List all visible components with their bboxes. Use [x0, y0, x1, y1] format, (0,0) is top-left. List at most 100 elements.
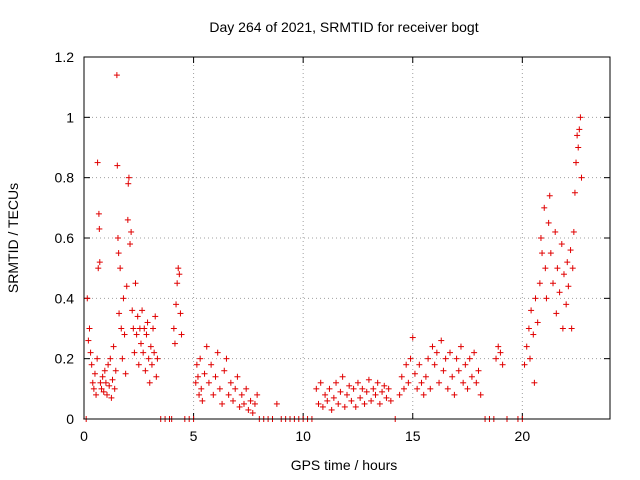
data-point — [210, 391, 217, 398]
data-point — [315, 400, 322, 407]
data-point — [135, 361, 142, 368]
data-point — [576, 126, 583, 133]
data-point — [120, 295, 127, 302]
data-point — [359, 385, 366, 392]
data-point — [87, 349, 94, 356]
data-point — [121, 331, 128, 338]
data-point — [453, 355, 460, 362]
x-tick-label: 15 — [405, 428, 421, 444]
data-point — [556, 289, 563, 296]
data-point — [528, 307, 535, 314]
data-point — [93, 391, 100, 398]
data-point — [105, 361, 112, 368]
data-point — [227, 379, 234, 386]
data-point — [440, 367, 447, 374]
data-point — [546, 192, 553, 199]
data-point — [523, 343, 530, 350]
data-point — [133, 331, 140, 338]
data-point — [570, 228, 577, 235]
data-point — [131, 349, 138, 356]
data-points — [83, 72, 585, 422]
data-point — [251, 400, 258, 407]
y-tick-label: 0 — [66, 411, 74, 427]
data-point — [387, 397, 394, 404]
data-point — [416, 361, 423, 368]
data-point — [108, 394, 115, 401]
data-point — [119, 355, 126, 362]
data-point — [196, 391, 203, 398]
data-point — [414, 385, 421, 392]
data-point — [376, 400, 383, 407]
data-point — [111, 385, 118, 392]
data-point — [94, 159, 101, 166]
data-point — [385, 385, 392, 392]
data-point — [363, 388, 370, 395]
data-point — [525, 325, 532, 332]
data-point — [203, 343, 210, 350]
data-point — [466, 355, 473, 362]
data-point — [100, 388, 107, 395]
data-point — [322, 391, 329, 398]
data-point — [143, 331, 150, 338]
data-point — [150, 325, 157, 332]
data-point — [176, 271, 183, 278]
data-point — [152, 313, 159, 320]
data-point — [208, 361, 215, 368]
data-point — [536, 280, 543, 287]
data-point — [531, 379, 538, 386]
data-point — [553, 310, 560, 317]
data-point — [539, 250, 546, 257]
data-point — [550, 280, 557, 287]
data-point — [418, 379, 425, 386]
data-point — [153, 373, 160, 380]
data-point — [422, 373, 429, 380]
data-point — [225, 391, 232, 398]
data-point — [144, 319, 151, 326]
x-tick-label: 10 — [295, 428, 311, 444]
data-point — [95, 210, 102, 217]
data-point — [563, 301, 570, 308]
data-point — [109, 376, 116, 383]
data-point — [409, 334, 416, 341]
data-point — [337, 388, 344, 395]
data-point — [201, 370, 208, 377]
data-point — [403, 361, 410, 368]
data-point — [460, 379, 467, 386]
data-point — [115, 250, 122, 257]
data-point — [96, 259, 103, 266]
data-point — [532, 295, 539, 302]
data-point — [328, 406, 335, 413]
data-point — [554, 265, 561, 272]
data-point — [113, 72, 120, 79]
data-point — [94, 355, 101, 362]
data-point — [89, 379, 96, 386]
data-point — [148, 361, 155, 368]
data-point — [95, 265, 102, 272]
x-tick-label: 20 — [515, 428, 531, 444]
data-point — [521, 361, 528, 368]
data-point — [352, 403, 359, 410]
data-point — [368, 397, 375, 404]
data-point — [457, 343, 464, 350]
data-point — [125, 174, 132, 181]
data-point — [495, 343, 502, 350]
data-point — [575, 144, 582, 151]
data-point — [249, 409, 256, 416]
data-point — [427, 385, 434, 392]
data-point — [381, 382, 388, 389]
data-point — [335, 400, 342, 407]
data-point — [132, 280, 139, 287]
data-point — [199, 397, 206, 404]
data-point — [106, 382, 113, 389]
data-point — [142, 367, 149, 374]
data-point — [319, 403, 326, 410]
data-point — [130, 325, 137, 332]
data-point — [243, 385, 250, 392]
data-point — [431, 361, 438, 368]
data-point — [560, 271, 567, 278]
data-point — [442, 355, 449, 362]
data-point — [101, 367, 108, 374]
data-point — [134, 313, 141, 320]
data-point — [354, 379, 361, 386]
